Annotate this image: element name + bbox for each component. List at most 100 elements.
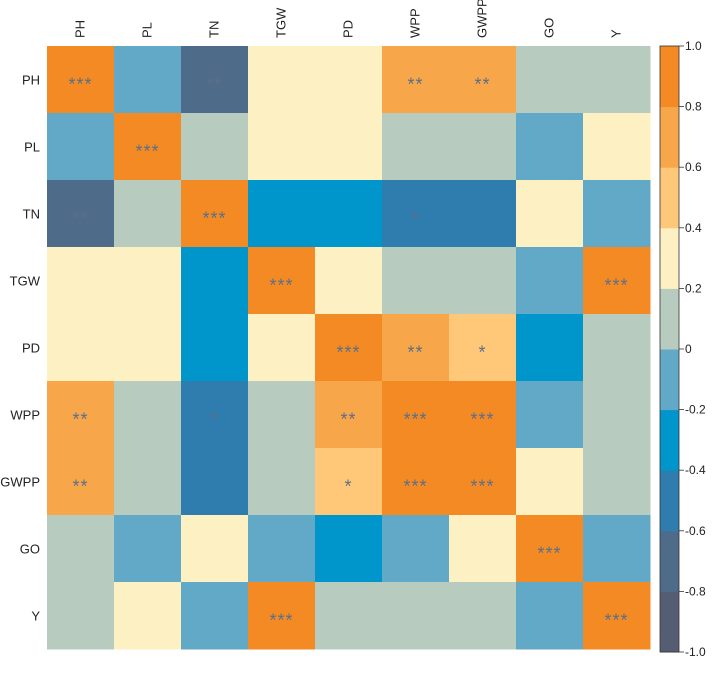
heatmap-cell — [449, 448, 517, 516]
colorbar-tick-label: 1.0 — [685, 39, 702, 53]
colorbar-tick-label: 0.6 — [685, 160, 702, 174]
colorbar-segment — [660, 349, 679, 411]
colorbar-segment — [660, 591, 679, 653]
heatmap-cell — [583, 448, 651, 516]
significance-label: ** — [72, 209, 88, 229]
significance-label: ** — [206, 75, 222, 95]
colorbar: -1.0 -0.8 -0.6 -0.4 -0.2 0 0.2 0.4 0.6 0.8 1.0 — [659, 39, 706, 659]
heatmap-cell — [516, 515, 584, 583]
y-axis-labels: PH PL TN TGW PD WPP GWPP GO Y — [0, 73, 40, 624]
significance-label: ** — [407, 343, 423, 363]
heatmap-cell — [516, 448, 584, 516]
significance-label: * — [411, 209, 419, 229]
significance-label: *** — [269, 611, 293, 631]
heatmap-cell — [449, 582, 517, 650]
heatmap-cell — [181, 515, 249, 583]
colorbar-tick-label: -0.8 — [685, 584, 706, 598]
heatmap-cell — [181, 46, 249, 114]
significance-label: *** — [336, 343, 360, 363]
colorbar-segment — [660, 409, 679, 471]
significance-label: ** — [407, 75, 423, 95]
significance-label: *** — [470, 410, 494, 430]
y-axis-label: Y — [31, 609, 40, 624]
heatmap-cell — [114, 515, 182, 583]
heatmap-cell — [248, 113, 316, 181]
heatmap-cell — [583, 46, 651, 114]
heatmap-cell — [114, 180, 182, 248]
y-axis-label: PH — [22, 73, 40, 88]
colorbar-tick-label: 0.8 — [685, 100, 702, 114]
heatmap-cell — [382, 314, 450, 382]
heatmap-cell — [516, 247, 584, 315]
heatmap-cell — [315, 46, 383, 114]
heatmap-cell — [114, 247, 182, 315]
colorbar-tick-label: -0.6 — [685, 524, 706, 538]
heatmap-cell — [449, 46, 517, 114]
heatmap-cell — [315, 515, 383, 583]
heatmap-cell — [114, 448, 182, 516]
heatmap-cell — [181, 582, 249, 650]
heatmap-cell — [382, 448, 450, 516]
heatmap-cell — [449, 515, 517, 583]
heatmap-cell — [114, 46, 182, 114]
significance-label: *** — [403, 477, 427, 497]
heatmap-cell — [315, 247, 383, 315]
significance-label: *** — [470, 477, 494, 497]
heatmap-cell — [47, 113, 115, 181]
heatmap-cell — [114, 381, 182, 449]
heatmap-cells — [47, 46, 651, 650]
x-axis-label: GO — [542, 18, 557, 38]
heatmap-cell — [248, 381, 316, 449]
heatmap-cell — [583, 314, 651, 382]
heatmap-cell — [516, 314, 584, 382]
significance-label: * — [210, 410, 218, 430]
heatmap-cell — [47, 314, 115, 382]
x-axis-label: GWPP — [475, 0, 490, 38]
heatmap-cell — [114, 582, 182, 650]
significance-label: * — [478, 343, 486, 363]
heatmap-cell — [181, 113, 249, 181]
significance-label: * — [344, 477, 352, 497]
heatmap-cell — [181, 180, 249, 248]
colorbar-tick-label: -0.4 — [685, 463, 706, 477]
heatmap-cell — [181, 314, 249, 382]
heatmap-cell — [248, 46, 316, 114]
heatmap-cell — [583, 113, 651, 181]
y-axis-label: PL — [24, 140, 40, 155]
significance-label: *** — [135, 142, 159, 162]
significance-label: ** — [72, 410, 88, 430]
significance-label: ** — [474, 75, 490, 95]
x-axis-label: Y — [609, 29, 624, 38]
colorbar-segment — [660, 530, 679, 592]
x-axis-label: PD — [341, 20, 356, 38]
heatmap-cell — [449, 113, 517, 181]
significance-label: *** — [269, 276, 293, 296]
heatmap-cell — [181, 381, 249, 449]
y-axis-label: WPP — [10, 408, 40, 423]
x-axis-label: PH — [73, 20, 88, 38]
heatmap-cell — [449, 381, 517, 449]
heatmap-cell — [449, 314, 517, 382]
x-axis-label: TGW — [274, 7, 289, 38]
colorbar-segment — [660, 470, 679, 532]
heatmap-cell — [47, 448, 115, 516]
colorbar-tick-label: 0 — [685, 342, 692, 356]
heatmap-cell — [315, 582, 383, 650]
significance-label: ** — [340, 410, 356, 430]
heatmap-cell — [248, 247, 316, 315]
colorbar-segment — [660, 106, 679, 168]
heatmap-cell — [315, 381, 383, 449]
heatmap-cell — [449, 180, 517, 248]
heatmap-cell — [382, 46, 450, 114]
significance-label: *** — [604, 276, 628, 296]
heatmap-cell — [47, 247, 115, 315]
heatmap-cell — [47, 515, 115, 583]
heatmap-cell — [583, 381, 651, 449]
heatmap-cell — [382, 515, 450, 583]
heatmap-cell — [449, 247, 517, 315]
heatmap-cell — [181, 247, 249, 315]
significance-label: *** — [202, 209, 226, 229]
x-axis-label: TN — [207, 21, 222, 38]
heatmap-cell — [382, 247, 450, 315]
